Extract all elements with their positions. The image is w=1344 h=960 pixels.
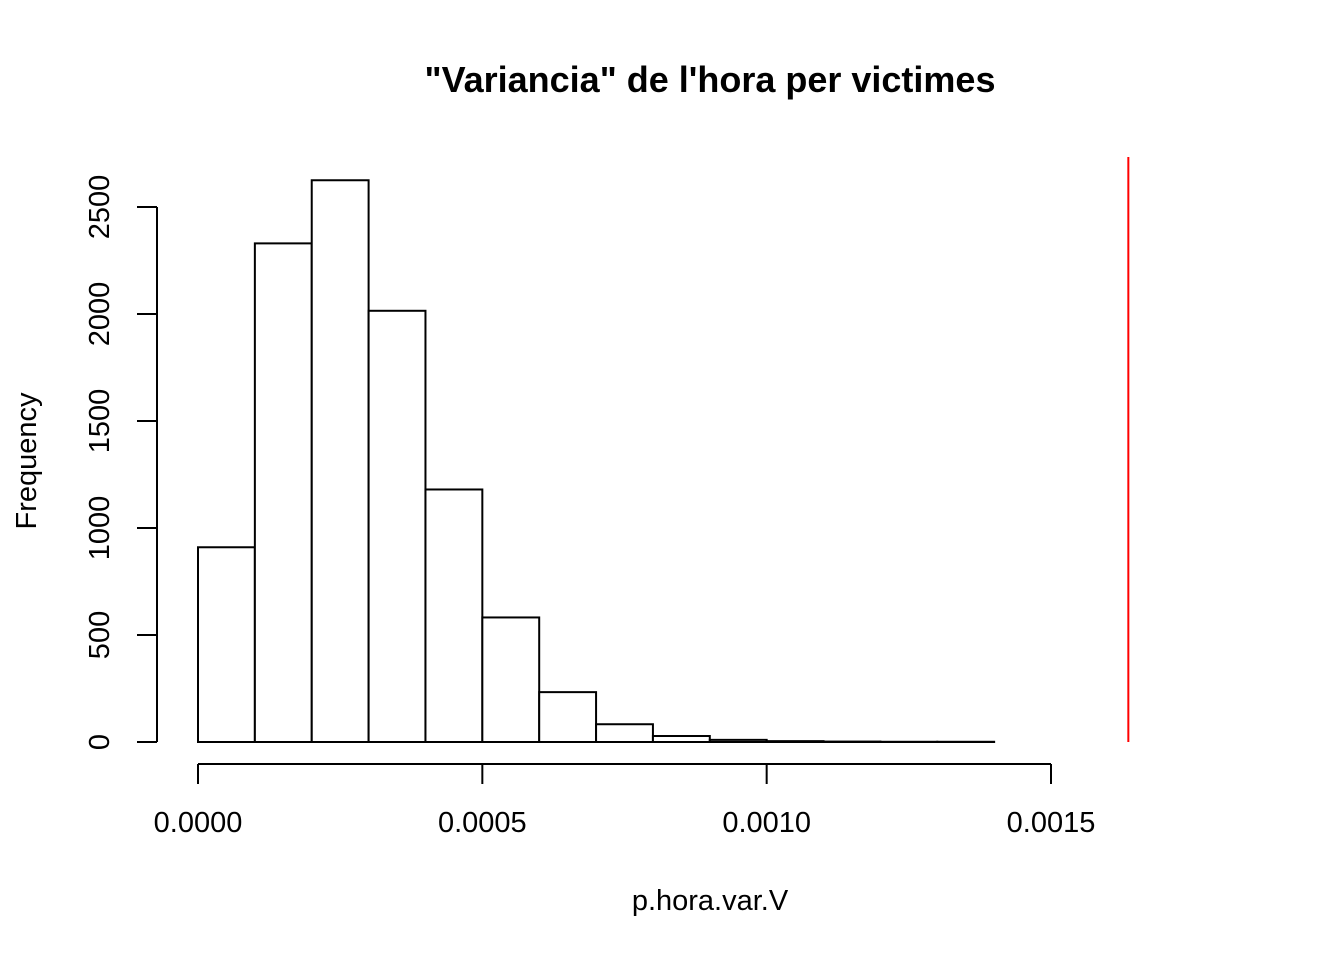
histogram-bar (595, 723, 654, 743)
y-tick-label: 1500 (84, 389, 116, 454)
y-tick-label: 2500 (84, 175, 116, 240)
histogram-bar (310, 179, 370, 743)
x-tick-label: 0.0000 (154, 807, 243, 839)
y-tick-label: 2000 (84, 282, 116, 347)
y-tick-label: 0 (84, 734, 116, 750)
chart-title: "Variancia" de l'hora per victimes (425, 59, 996, 100)
histogram-bar (481, 616, 541, 744)
x-tick-label: 0.0010 (722, 807, 811, 839)
histogram-bar (765, 740, 825, 743)
histogram-bar (708, 738, 768, 743)
histogram-bar (253, 242, 313, 743)
histogram-bar (424, 488, 484, 744)
x-axis-label: p.hora.var.V (632, 885, 789, 917)
y-tick-label: 500 (84, 611, 116, 659)
x-tick-label: 0.0005 (438, 807, 527, 839)
histogram-bars (197, 179, 996, 744)
x-axis: 0.0000 0.0005 0.0010 0.0015 (154, 763, 1096, 839)
y-tick-label: 1000 (84, 496, 116, 561)
histogram-bar (197, 546, 256, 744)
x-tick-label: 0.0015 (1007, 807, 1096, 839)
y-axis: 0 500 1000 1500 2000 2500 (84, 175, 158, 750)
histogram-bar (651, 735, 711, 743)
y-axis-label: Frequency (11, 392, 43, 530)
histogram-bar (538, 691, 598, 743)
histogram-bar (367, 309, 427, 743)
